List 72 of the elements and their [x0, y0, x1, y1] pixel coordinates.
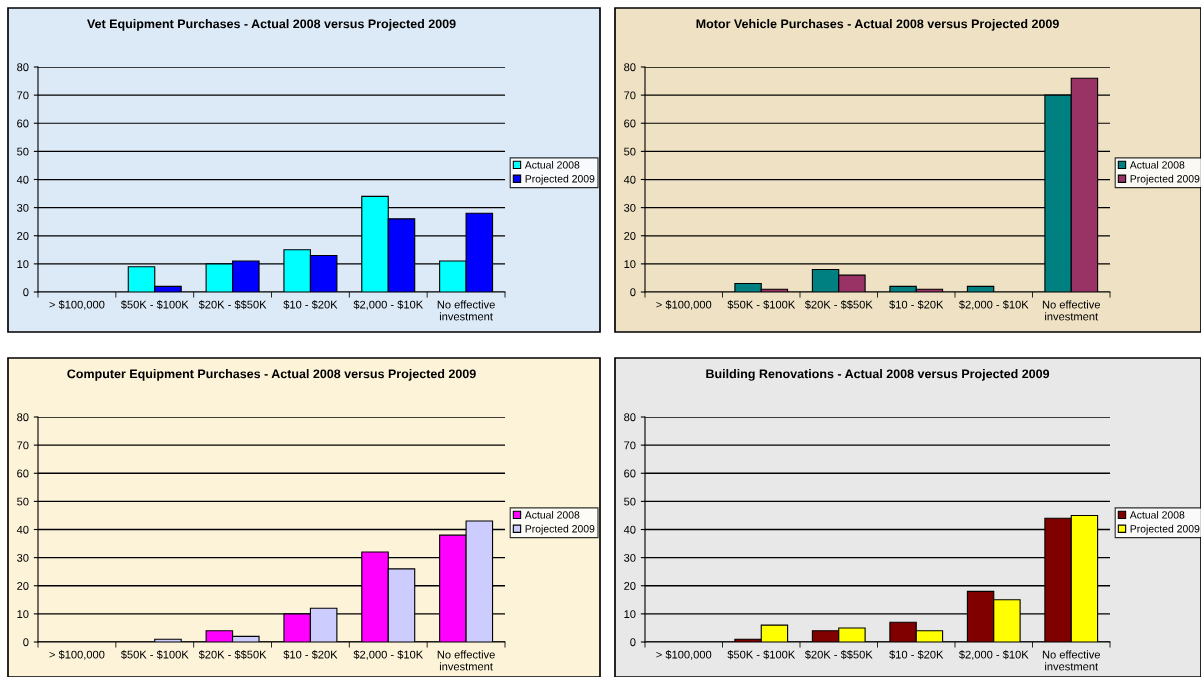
y-tick-label: 60	[17, 469, 29, 478]
y-tick-label: 70	[17, 441, 29, 450]
y-tick-label: 70	[624, 441, 636, 450]
legend-label: Actual 2008	[1129, 160, 1185, 169]
x-tick-label: $50K - $100K	[120, 650, 189, 660]
legend-label: Actual 2008	[524, 160, 580, 169]
x-tick-label: $10 - $20K	[283, 300, 338, 310]
x-tick-label: $2,000 - $10K	[958, 650, 1029, 660]
y-tick-label: 0	[630, 638, 636, 647]
y-tick-label: 0	[23, 638, 29, 647]
legend-label: Actual 2008	[1129, 510, 1185, 519]
y-tick-label: 10	[17, 610, 29, 619]
x-tick-label: No effective investment	[437, 300, 495, 321]
x-tick-label: $10 - $20K	[889, 650, 944, 660]
y-tick-label: 30	[624, 553, 636, 562]
y-tick-label: 20	[17, 232, 29, 240]
legend-label: Projected 2009	[525, 524, 595, 535]
x-tick-label: No effective investment	[437, 650, 495, 671]
y-tick-label: 50	[17, 497, 29, 506]
x-tick-label: $10 - $20K	[889, 300, 944, 310]
y-tick-label: 70	[624, 91, 636, 100]
y-tick-label: 50	[624, 147, 636, 156]
y-tick-label: 20	[624, 582, 636, 590]
x-tick-label: $10 - $20K	[283, 650, 338, 660]
x-tick-label: $20K - $$50K	[198, 300, 267, 310]
y-tick-label: 0	[630, 288, 636, 297]
x-tick-label: $20K - $$50K	[198, 650, 267, 660]
x-tick-label: $20K - $$50K	[804, 650, 873, 660]
chart-title: Vet Equipment Purchases - Actual 2008 versus Projected 2009	[87, 19, 456, 31]
x-tick-label: $20K - $$50K	[804, 300, 873, 310]
y-tick-label: 80	[17, 63, 29, 72]
y-tick-label: 30	[624, 203, 636, 212]
chart-title: Motor Vehicle Purchases - Actual 2008 versus Projected 2009	[696, 19, 1059, 31]
y-tick-label: 80	[624, 413, 636, 422]
x-tick-label: $50K - $100K	[120, 300, 189, 310]
y-tick-label: 30	[17, 553, 29, 562]
y-tick-label: 60	[624, 119, 636, 128]
x-tick-label: No effective investment	[1042, 300, 1100, 321]
x-tick-label: > $100,000	[656, 300, 712, 310]
y-tick-label: 50	[624, 497, 636, 506]
x-tick-label: > $100,000	[49, 650, 105, 660]
y-tick-label: 10	[624, 260, 636, 269]
legend-label: Projected 2009	[1130, 174, 1200, 185]
y-tick-label: 40	[623, 175, 636, 184]
y-tick-label: 40	[623, 525, 636, 534]
y-tick-label: 30	[17, 203, 29, 212]
chart-title: Computer Equipment Purchases - Actual 2008 versus Projected 2009	[67, 369, 476, 381]
x-tick-label: No effective investment	[1042, 650, 1100, 671]
y-tick-label: 50	[17, 147, 29, 156]
y-tick-label: 40	[16, 175, 29, 184]
y-tick-label: 80	[624, 63, 636, 72]
x-tick-label: $50K - $100K	[727, 650, 796, 660]
chart-title: Building Renovations - Actual 2008 versus Projected 2009	[706, 369, 1050, 381]
y-tick-label: 60	[624, 469, 636, 478]
y-tick-label: 60	[17, 119, 29, 128]
legend-label: Projected 2009	[1130, 524, 1200, 535]
y-tick-label: 80	[17, 413, 29, 422]
y-tick-label: 40	[16, 525, 29, 534]
x-tick-label: > $100,000	[49, 300, 105, 310]
y-tick-label: 20	[624, 232, 636, 240]
x-tick-label: > $100,000	[656, 650, 712, 660]
legend-label: Projected 2009	[525, 174, 595, 185]
y-tick-label: 10	[624, 610, 636, 619]
y-tick-label: 10	[17, 260, 29, 269]
x-tick-label: $50K - $100K	[727, 300, 796, 310]
x-tick-label: $2,000 - $10K	[353, 650, 424, 660]
legend-label: Actual 2008	[524, 510, 580, 519]
y-tick-label: 70	[17, 91, 29, 100]
y-tick-label: 0	[23, 288, 29, 297]
y-tick-label: 20	[17, 582, 29, 590]
x-tick-label: $2,000 - $10K	[353, 300, 424, 310]
x-tick-label: $2,000 - $10K	[958, 300, 1029, 310]
